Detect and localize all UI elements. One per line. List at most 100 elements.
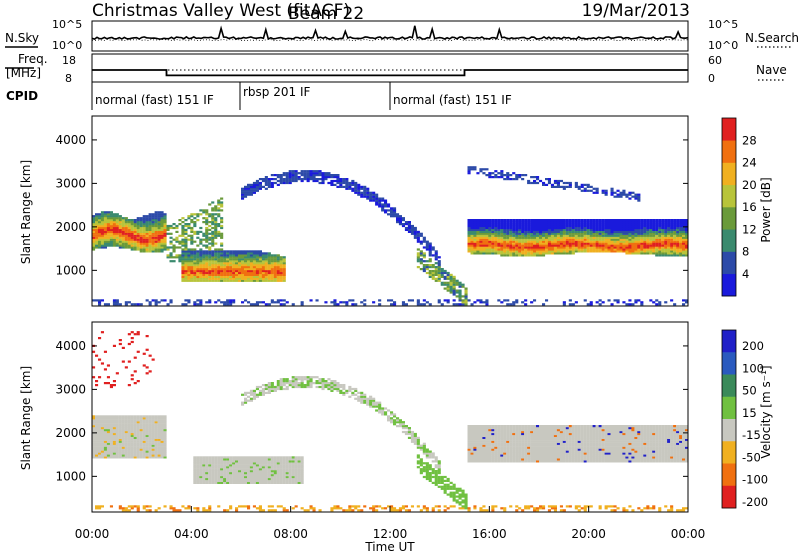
power-cell [261, 277, 265, 280]
power-cell [443, 277, 447, 280]
power-cell [479, 240, 483, 243]
noise-panel: N.Sky 10^5 10^0 10^5 10^0 N.Search [5, 18, 799, 52]
power-cell [193, 303, 197, 306]
power-cell [324, 176, 328, 179]
power-cell [118, 230, 122, 233]
velocity-cell [148, 436, 152, 439]
power-cell [673, 232, 677, 235]
power-cell [220, 244, 224, 247]
power-cell [211, 223, 215, 226]
velocity-cell [425, 472, 429, 475]
power-cell [118, 215, 122, 218]
power-cell [649, 232, 653, 235]
velocity-cell [244, 460, 248, 463]
velocity-cell [157, 446, 161, 449]
power-cell [252, 303, 256, 306]
power-cell [211, 250, 215, 253]
velocity-cell [401, 421, 405, 424]
power-cell [148, 238, 152, 241]
power-cell [646, 240, 650, 243]
velocity-cell [124, 442, 128, 445]
power-cell [226, 299, 230, 302]
velocity-cell [109, 385, 113, 389]
power-cell [264, 183, 268, 186]
power-cell [646, 242, 650, 245]
power-cell [279, 176, 283, 179]
power-cell [100, 236, 104, 239]
power-cell [208, 258, 212, 261]
power-cell [190, 236, 194, 239]
power-cell [211, 262, 215, 265]
power-cell [670, 224, 674, 228]
power-cell [166, 303, 170, 306]
power-cell [249, 252, 253, 255]
velocity-cell [261, 389, 265, 392]
power-cell [118, 242, 122, 245]
power-cell [413, 234, 417, 237]
power-cell [646, 223, 650, 226]
velocity-cell [282, 380, 286, 383]
power-cell [521, 228, 525, 231]
power-cell [473, 301, 477, 304]
power-cell [521, 242, 525, 245]
power-cell [214, 209, 218, 212]
power-cell [291, 172, 295, 175]
velocity-cell [288, 460, 292, 463]
velocity-cell [297, 384, 301, 387]
velocity-cell [357, 391, 361, 394]
velocity-cell [252, 389, 256, 392]
power-cell [124, 230, 128, 233]
power-cell [658, 224, 662, 228]
power-cell [208, 215, 212, 218]
power-cell [524, 223, 528, 226]
power-cell [580, 236, 584, 239]
power-cell [649, 242, 653, 245]
power-cell [309, 174, 313, 177]
power-cell [437, 262, 441, 265]
power-cell [211, 264, 215, 267]
power-cell [545, 224, 549, 228]
power-cell [550, 244, 554, 247]
velocity-cell [95, 425, 99, 428]
velocity-cell [103, 434, 107, 437]
velocity-cell [241, 505, 245, 508]
velocity-cell [276, 479, 280, 482]
velocity-cell [249, 389, 253, 392]
power-cell [491, 242, 495, 245]
power-cell [479, 238, 483, 241]
velocity-cell [133, 448, 137, 451]
velocity-cell [136, 429, 140, 432]
power-cell [664, 221, 668, 224]
power-cell [521, 240, 525, 243]
power-cell [482, 236, 486, 239]
velocity-cell [130, 374, 134, 377]
power-cell [252, 260, 256, 263]
power-cell [98, 240, 102, 243]
power-cell [437, 266, 441, 269]
power-cell [458, 297, 462, 300]
power-cell [634, 226, 638, 230]
velocity-cell [315, 376, 319, 379]
power-cell [500, 172, 504, 175]
power-cell [401, 303, 405, 306]
power-cell [631, 223, 635, 226]
power-cell [628, 221, 632, 224]
power-cell [685, 242, 688, 245]
power-cell [112, 232, 116, 235]
velocity-cell [133, 421, 137, 424]
velocity-cell [407, 427, 411, 430]
velocity-cell [226, 472, 230, 475]
velocity-cell [95, 442, 99, 445]
power-cell [488, 234, 492, 237]
velocity-cell [282, 466, 286, 469]
power-cell [264, 258, 268, 261]
power-cell [640, 228, 644, 231]
velocity-cell [339, 385, 343, 389]
power-cell [184, 252, 188, 255]
power-cell [217, 232, 221, 235]
velocity-cell [232, 464, 236, 467]
power-cell [217, 224, 221, 228]
velocity-cell [261, 475, 265, 479]
power-cell [485, 242, 489, 245]
power-cell [592, 242, 596, 245]
